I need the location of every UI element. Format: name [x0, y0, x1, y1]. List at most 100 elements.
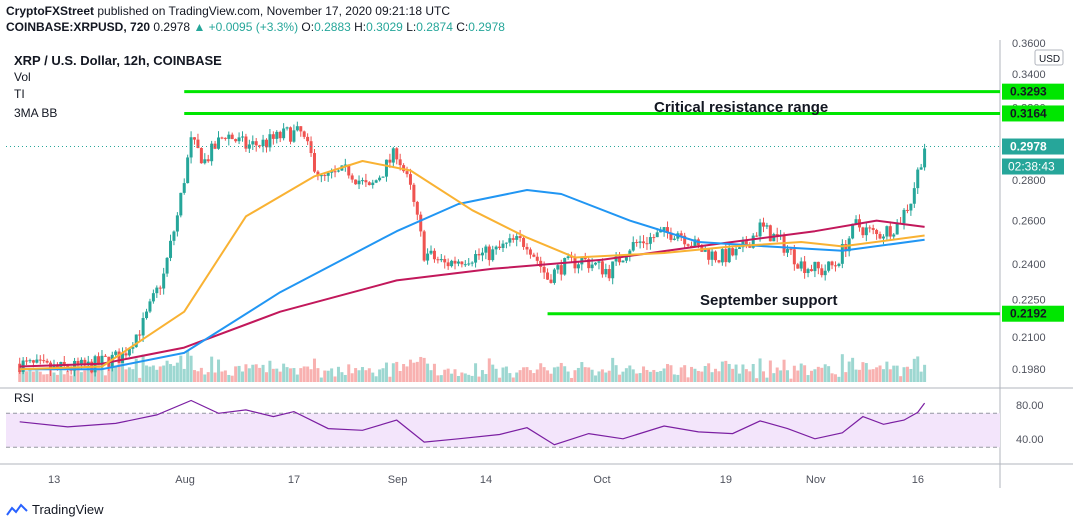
- volume-bar: [714, 368, 718, 382]
- volume-bar: [833, 374, 837, 382]
- candle-body: [816, 261, 820, 269]
- volume-bar: [172, 365, 176, 382]
- candle-body: [121, 353, 125, 363]
- candle-body: [796, 264, 800, 269]
- volume-bar: [559, 362, 563, 382]
- candle-body: [755, 235, 759, 237]
- candle-body: [76, 360, 80, 366]
- volume-bar: [237, 365, 241, 382]
- candle-body: [833, 265, 837, 267]
- volume-bar: [899, 376, 903, 382]
- volume-bar: [782, 359, 786, 382]
- candle-body: [124, 353, 128, 356]
- volume-bar: [169, 364, 173, 382]
- candle-body: [227, 134, 231, 139]
- volume-bar: [799, 363, 803, 382]
- candle-body: [288, 127, 292, 142]
- volume-bar: [223, 370, 227, 382]
- candle-body: [419, 214, 423, 232]
- volume-bar: [49, 367, 53, 382]
- legend-ma: 3MA BB: [14, 106, 58, 120]
- candle-body: [460, 261, 464, 265]
- chart-title: XRP / U.S. Dollar, 12h, COINBASE: [14, 53, 222, 68]
- volume-bar: [594, 375, 598, 382]
- volume-bar: [607, 370, 611, 382]
- candle-body: [498, 246, 502, 248]
- volume-bar: [357, 370, 361, 382]
- volume-bar: [395, 361, 399, 382]
- volume-bar: [463, 373, 467, 382]
- candle-body: [751, 235, 755, 248]
- close-label: C:: [456, 20, 469, 34]
- legend-ti: TI: [14, 87, 25, 101]
- candle-body: [672, 238, 676, 240]
- candle-body: [635, 242, 639, 244]
- candle-body: [38, 359, 42, 361]
- volume-bar: [38, 371, 42, 382]
- volume-bar: [635, 373, 639, 382]
- candle-body: [494, 246, 498, 250]
- volume-bar: [809, 370, 813, 382]
- volume-bar: [525, 367, 529, 382]
- volume-bar: [772, 373, 776, 382]
- volume-bar: [388, 376, 392, 382]
- volume-bar: [669, 365, 673, 382]
- candle-body: [885, 226, 889, 237]
- candle-body: [878, 233, 882, 239]
- volume-bar: [491, 364, 495, 382]
- volume-bar: [117, 359, 121, 382]
- candle-body: [398, 159, 402, 166]
- tradingview-logo[interactable]: TradingView: [6, 502, 104, 517]
- countdown-tag: 02:38:43: [1008, 160, 1055, 174]
- candle-body: [785, 249, 789, 253]
- volume-bar: [343, 374, 347, 382]
- candle-body: [851, 223, 855, 239]
- candle-body: [546, 272, 550, 280]
- volume-bar: [18, 370, 22, 382]
- volume-bar: [693, 368, 697, 382]
- volume-bar: [823, 364, 827, 382]
- y-tick-label: 0.2600: [1012, 216, 1046, 228]
- candle-body: [864, 227, 868, 236]
- candle-body: [422, 231, 426, 261]
- candle-body: [666, 227, 670, 233]
- ohlc-line: COINBASE:XRPUSD, 720 0.2978 ▲ +0.0095 (+…: [6, 20, 505, 34]
- volume-bar: [330, 368, 334, 382]
- candle-body: [292, 130, 296, 142]
- volume-bar: [220, 371, 224, 382]
- volume-bar: [405, 366, 409, 382]
- candle-body: [326, 172, 330, 176]
- candle-body: [381, 176, 385, 178]
- candle-body: [408, 174, 412, 185]
- volume-bar: [25, 371, 29, 382]
- candle-body: [642, 241, 646, 244]
- volume-bar: [436, 375, 440, 382]
- volume-bar: [52, 372, 56, 382]
- candle-body: [624, 256, 628, 261]
- candle-body: [83, 359, 87, 366]
- candle-body: [768, 225, 772, 242]
- candle-body: [542, 266, 546, 273]
- volume-bar: [683, 365, 687, 382]
- candle-body: [871, 228, 875, 230]
- volume-bar: [655, 371, 659, 382]
- volume-bar: [768, 360, 772, 382]
- volume-bar: [151, 365, 155, 382]
- candle-body: [443, 259, 447, 263]
- volume-bar: [323, 370, 327, 382]
- volume-bar: [515, 372, 519, 382]
- volume-bar: [326, 370, 330, 382]
- candle-body: [378, 177, 382, 181]
- open-label: O:: [301, 20, 315, 34]
- x-tick-label: Aug: [175, 474, 195, 486]
- volume-bar: [450, 373, 454, 382]
- volume-bar: [672, 374, 676, 382]
- candle-body: [758, 222, 762, 237]
- candle-body: [323, 175, 327, 177]
- resistance-upper-tag: 0.3293: [1010, 85, 1047, 99]
- candle-body: [480, 252, 484, 256]
- volume-bar: [875, 367, 879, 382]
- volume-bar: [844, 372, 848, 382]
- volume-bar: [690, 366, 694, 382]
